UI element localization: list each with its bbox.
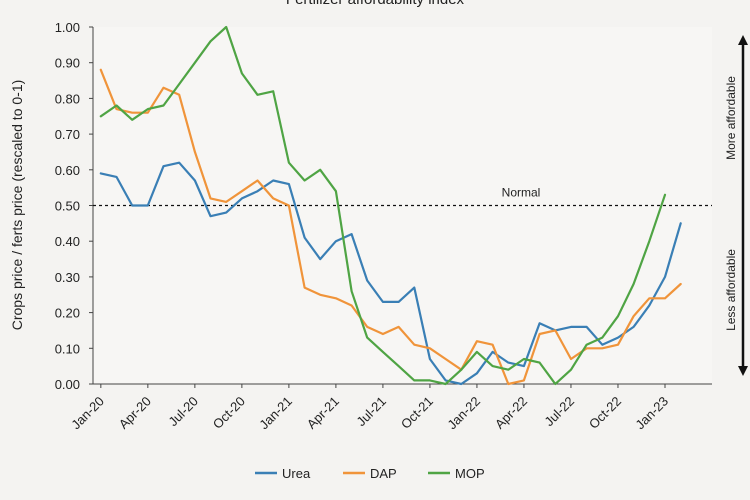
y-axis-label: Crops price / ferts price (rescaled to 0…: [9, 80, 25, 331]
legend-label-dap: DAP: [370, 466, 397, 481]
x-tick-label: Apr-22: [492, 394, 530, 432]
y-tick-label: 0.50: [55, 199, 80, 214]
legend: Urea DAP MOP: [255, 466, 485, 481]
x-tick-label: Jan-21: [256, 394, 295, 433]
chart-title: Fertilizer affordability index: [286, 0, 465, 8]
x-tick-label: Jan-20: [68, 394, 107, 433]
series-lines: [99, 25, 682, 386]
x-tick-label: Apr-21: [304, 394, 342, 432]
x-tick-label: Jul-20: [165, 394, 201, 430]
y-tick-label: 0.20: [55, 306, 80, 321]
y-tick-label: 0.30: [55, 270, 80, 285]
x-tick-label: Oct-21: [398, 394, 436, 432]
x-tick-label: Jul-22: [541, 394, 577, 430]
x-tick-label: Oct-20: [210, 394, 248, 432]
arrow-down-icon: [738, 366, 748, 376]
y-tick-label: 0.90: [55, 56, 80, 71]
y-tick-label: 1.00: [55, 20, 80, 35]
x-tick-label: Oct-22: [586, 394, 624, 432]
legend-label-urea: Urea: [282, 466, 311, 481]
x-tick-label: Jul-21: [353, 394, 389, 430]
legend-label-mop: MOP: [455, 466, 485, 481]
x-tick-label: Jan-22: [444, 394, 483, 433]
normal-reference-label: Normal: [502, 186, 541, 200]
y-tick-label: 0.70: [55, 127, 80, 142]
more-affordable-label: More affordable: [724, 76, 738, 160]
x-tick-label: Jan-23: [632, 394, 671, 433]
y-tick-label: 0.60: [55, 163, 80, 178]
y-tick-label: 0.40: [55, 234, 80, 249]
arrow-up-icon: [738, 35, 748, 45]
less-affordable-label: Less affordable: [724, 249, 738, 331]
y-tick-label: 0.10: [55, 341, 80, 356]
series-line-mop: [99, 25, 667, 386]
y-tick-label: 0.00: [55, 377, 80, 392]
affordability-arrow: [738, 35, 748, 376]
y-tick-label: 0.80: [55, 91, 80, 106]
x-tick-label: Apr-20: [116, 394, 154, 432]
series-line-urea: [99, 161, 682, 386]
